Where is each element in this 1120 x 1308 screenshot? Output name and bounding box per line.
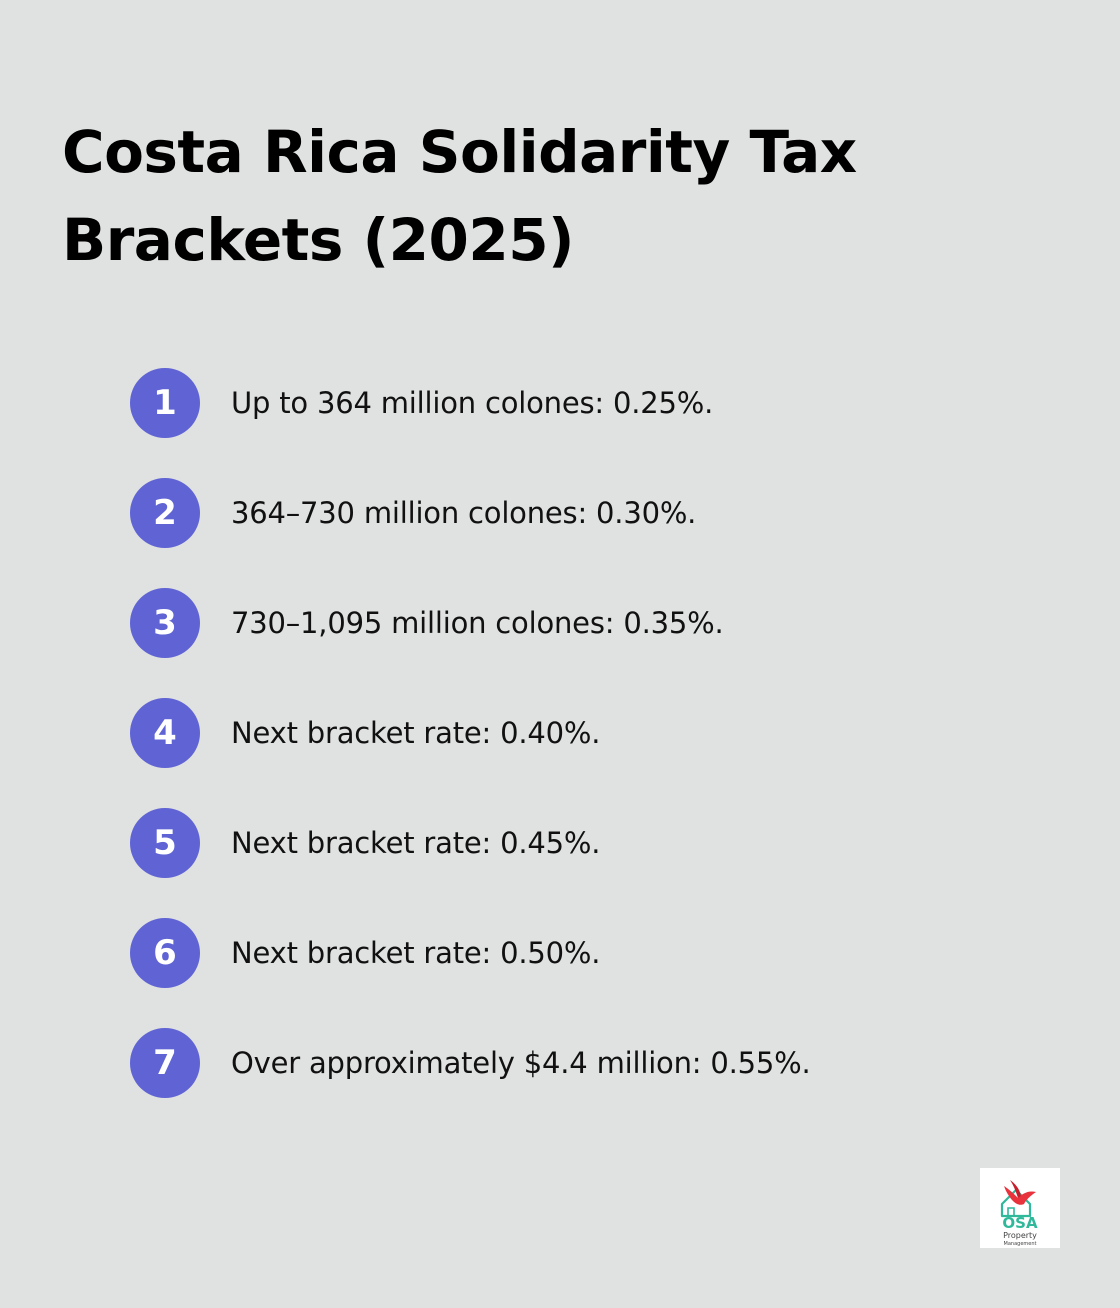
title-line-2: Brackets (2025) <box>62 206 575 274</box>
logo-line-2: Management <box>1004 1241 1037 1247</box>
number-badge: 1 <box>130 368 200 438</box>
bracket-text: Next bracket rate: 0.40%. <box>231 716 601 750</box>
bracket-text: Up to 364 million colones: 0.25%. <box>231 386 714 420</box>
list-item: 7 Over approximately $4.4 million: 0.55%… <box>130 1028 811 1098</box>
bracket-text: Next bracket rate: 0.50%. <box>231 936 601 970</box>
list-item: 5 Next bracket rate: 0.45%. <box>130 808 811 878</box>
number-badge: 7 <box>130 1028 200 1098</box>
bracket-text: 364–730 million colones: 0.30%. <box>231 496 697 530</box>
bracket-text: 730–1,095 million colones: 0.35%. <box>231 606 724 640</box>
number-badge: 4 <box>130 698 200 768</box>
list-item: 4 Next bracket rate: 0.40%. <box>130 698 811 768</box>
logo-name: OSA <box>1002 1214 1038 1232</box>
bracket-text: Over approximately $4.4 million: 0.55%. <box>231 1046 811 1080</box>
page-title: Costa Rica Solidarity Tax Brackets (2025… <box>62 108 962 284</box>
number-badge: 3 <box>130 588 200 658</box>
logo-line-1: Property <box>1003 1231 1037 1240</box>
number-badge: 5 <box>130 808 200 878</box>
list-item: 1 Up to 364 million colones: 0.25%. <box>130 368 811 438</box>
osa-logo: OSA Property Management <box>980 1168 1060 1248</box>
bracket-list: 1 Up to 364 million colones: 0.25%. 2 36… <box>130 368 811 1138</box>
number-badge: 2 <box>130 478 200 548</box>
number-badge: 6 <box>130 918 200 988</box>
list-item: 3 730–1,095 million colones: 0.35%. <box>130 588 811 658</box>
bracket-text: Next bracket rate: 0.45%. <box>231 826 601 860</box>
house-bird-logo-icon: OSA Property Management <box>1000 1180 1038 1247</box>
title-line-1: Costa Rica Solidarity Tax <box>62 118 857 186</box>
list-item: 2 364–730 million colones: 0.30%. <box>130 478 811 548</box>
list-item: 6 Next bracket rate: 0.50%. <box>130 918 811 988</box>
